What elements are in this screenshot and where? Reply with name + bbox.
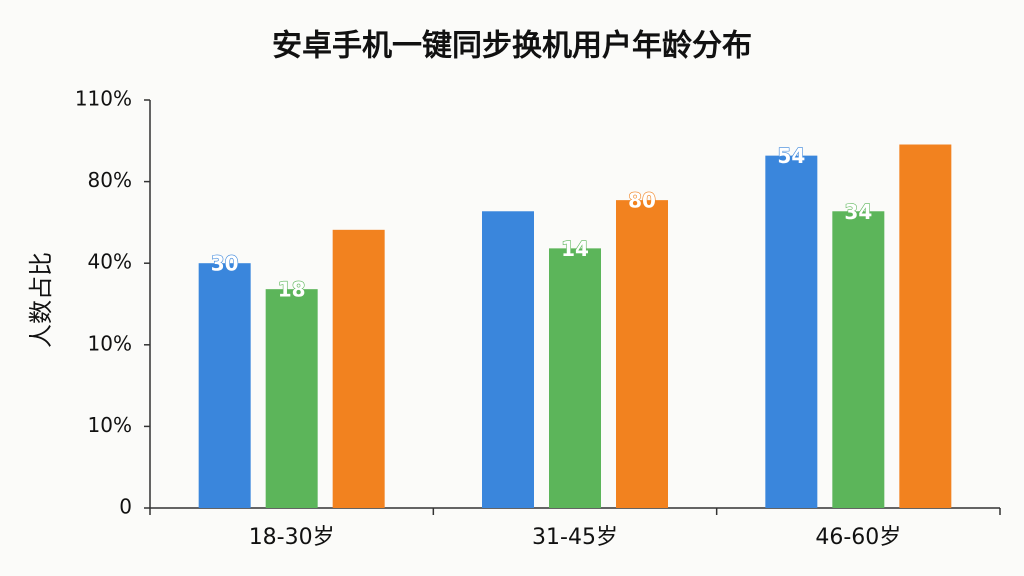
y-tick-label: 0 [119, 495, 132, 519]
data-label: 14 [561, 237, 589, 261]
bar [482, 211, 534, 509]
data-label: 54 [777, 144, 805, 168]
y-tick-label: 10% [88, 413, 132, 437]
y-axis-label: 人数占比 [27, 252, 55, 348]
data-label: 30 [211, 252, 239, 276]
bar [198, 263, 251, 508]
x-tick-label: 18-30岁 [249, 525, 335, 550]
y-tick-label: 110% [75, 87, 132, 111]
data-label: 34 [844, 200, 872, 224]
x-tick-label: 46-60岁 [815, 525, 901, 550]
y-tick-label: 80% [88, 168, 132, 192]
bar [765, 155, 818, 509]
bar [549, 248, 601, 508]
bar [832, 211, 885, 509]
chart-title: 安卓手机一键同步换机用户年龄分布 [272, 29, 752, 64]
y-tick-label: 10% [88, 331, 132, 355]
bar [332, 229, 385, 508]
x-tick-label: 31-45岁 [532, 525, 618, 550]
y-tick-label: 40% [88, 250, 132, 274]
bar [899, 144, 952, 508]
data-label: 80 [628, 189, 656, 213]
data-label: 18 [278, 278, 306, 302]
bar [616, 200, 668, 509]
bar [265, 289, 318, 508]
